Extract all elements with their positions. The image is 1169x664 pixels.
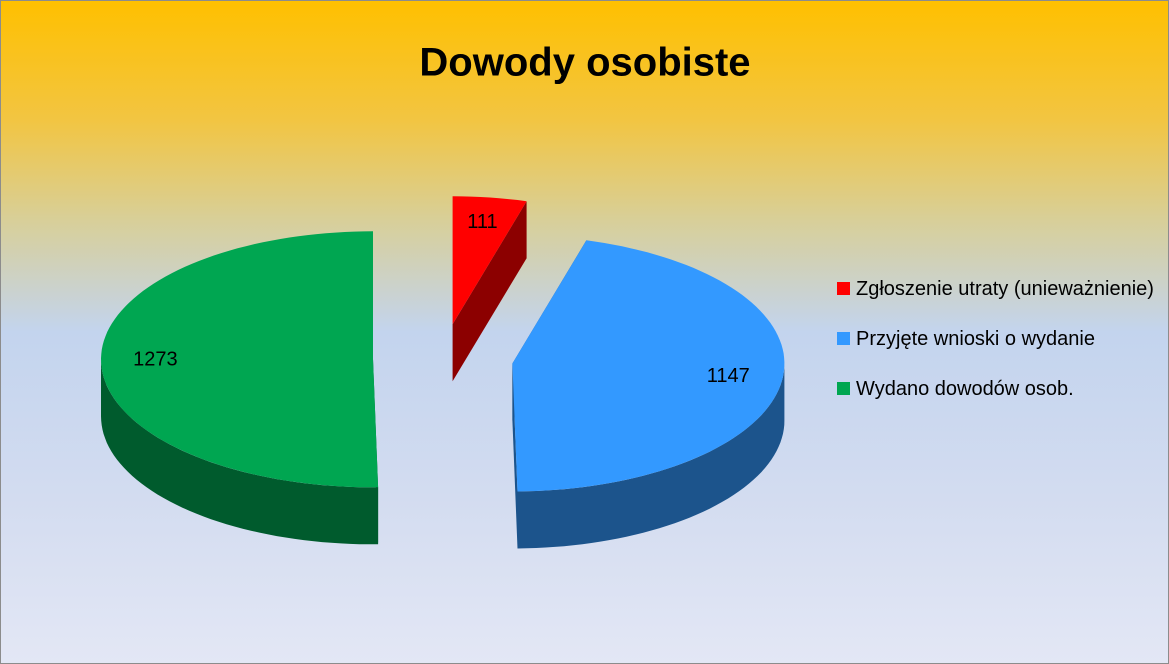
legend-label: Przyjęte wnioski o wydanie xyxy=(856,328,1095,350)
legend-label: Zgłoszenie utraty (unieważnienie) xyxy=(856,278,1154,300)
slice-side xyxy=(512,363,518,549)
legend-item: Przyjęte wnioski o wydanie xyxy=(837,325,1167,353)
data-label: 111 xyxy=(467,211,497,233)
slice xyxy=(512,240,785,492)
data-label: 1273 xyxy=(133,349,178,371)
legend-swatch xyxy=(837,332,850,345)
slice xyxy=(452,196,527,325)
chart-title: Dowody osobiste xyxy=(419,41,750,85)
slice xyxy=(101,231,379,488)
slice-side xyxy=(517,363,785,549)
legend-swatch xyxy=(837,382,850,395)
data-label: 1147 xyxy=(707,365,750,387)
slice-side xyxy=(101,359,379,545)
legend-item: Wydano dowodów osob. xyxy=(837,375,1167,403)
legend-swatch xyxy=(837,282,850,295)
legend: Zgłoszenie utraty (unieważnienie) Przyjęt… xyxy=(837,275,1167,425)
legend-item: Zgłoszenie utraty (unieważnienie) xyxy=(837,275,1167,303)
legend-label: Wydano dowodów osob. xyxy=(856,378,1074,400)
slice-side xyxy=(452,201,527,382)
